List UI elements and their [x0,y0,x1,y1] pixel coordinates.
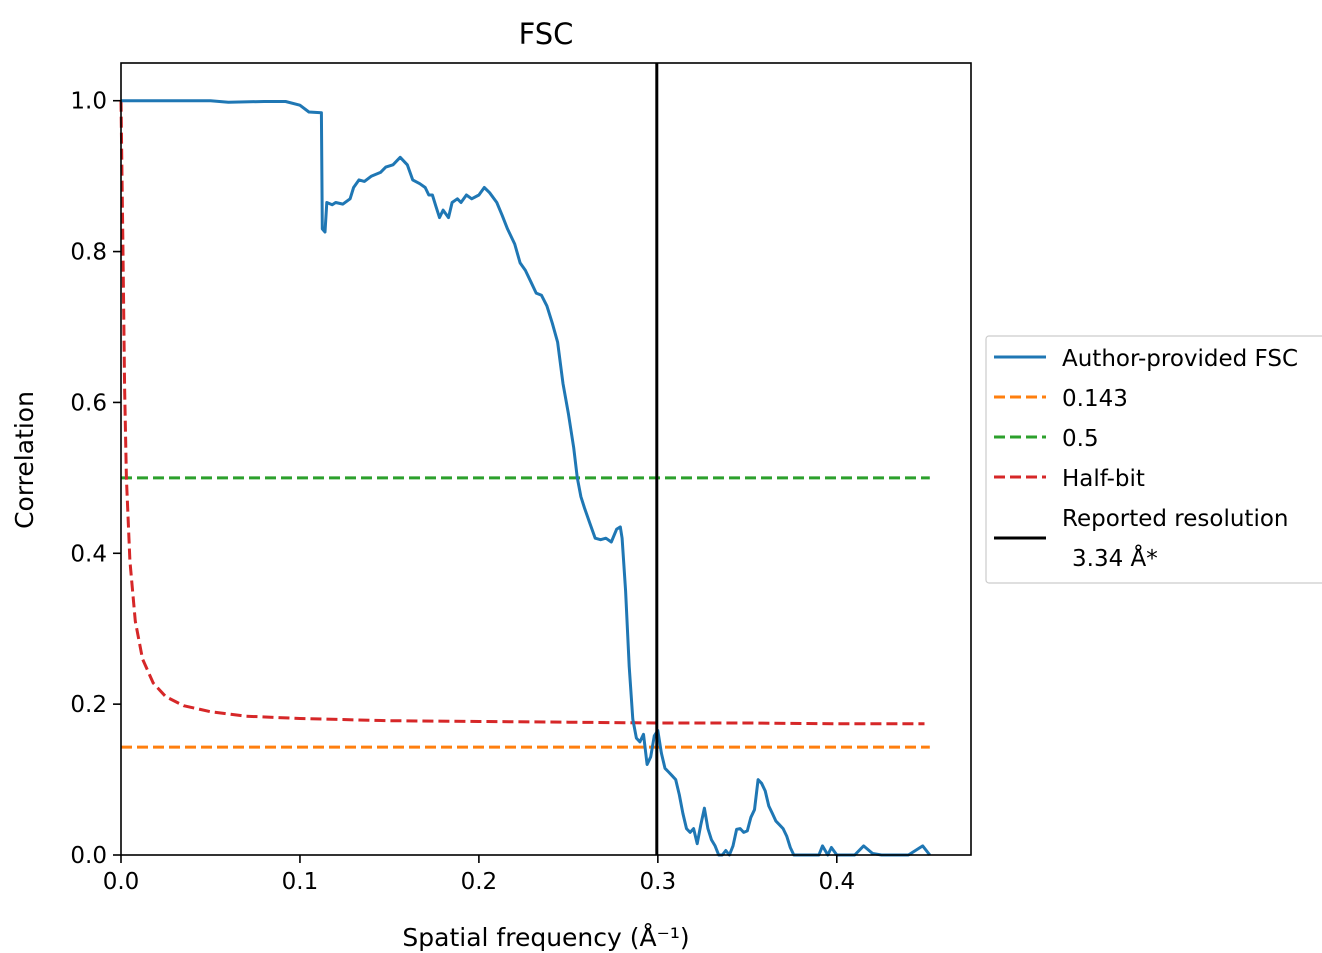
x-axis: 0.0 0.1 0.2 0.3 0.4 [103,855,855,895]
y-tick-label: 0.4 [70,541,107,567]
legend-label-resolution: Reported resolution [1062,506,1289,532]
plot-area [119,63,931,857]
legend-label-fsc: Author-provided FSC [1062,346,1298,372]
x-tick-label: 0.2 [461,869,498,895]
legend-label-halfbit: Half-bit [1062,466,1145,492]
legend-label-0143: 0.143 [1062,386,1128,412]
y-tick-label: 0.6 [70,390,107,416]
y-tick-label: 0.2 [70,692,107,718]
y-tick-label: 0.8 [70,240,107,266]
y-tick-label: 1.0 [70,89,107,115]
legend-label-resolution-value: 3.34 Å* [1072,544,1158,572]
series-line-author-provided-fsc [121,99,931,857]
x-tick-label: 0.3 [640,869,677,895]
legend-frame [985,335,1322,584]
x-tick-label: 0.0 [103,869,140,895]
y-tick-label: 0.0 [70,843,107,869]
x-tick-label: 0.1 [282,869,319,895]
legend: Author-provided FSC 0.143 0.5 Half-bit R… [985,335,1322,584]
legend-label-05: 0.5 [1062,426,1099,452]
y-axis: 0.0 0.2 0.4 0.6 0.8 1.0 [70,89,121,869]
x-tick-label: 0.4 [819,869,856,895]
y-axis-label: Correlation [10,391,39,529]
axes-frame [120,62,972,856]
chart-title: FSC [519,17,574,51]
x-axis-label: Spatial frequency (Å⁻¹) [402,923,689,952]
series-line-half-bit [119,100,925,726]
